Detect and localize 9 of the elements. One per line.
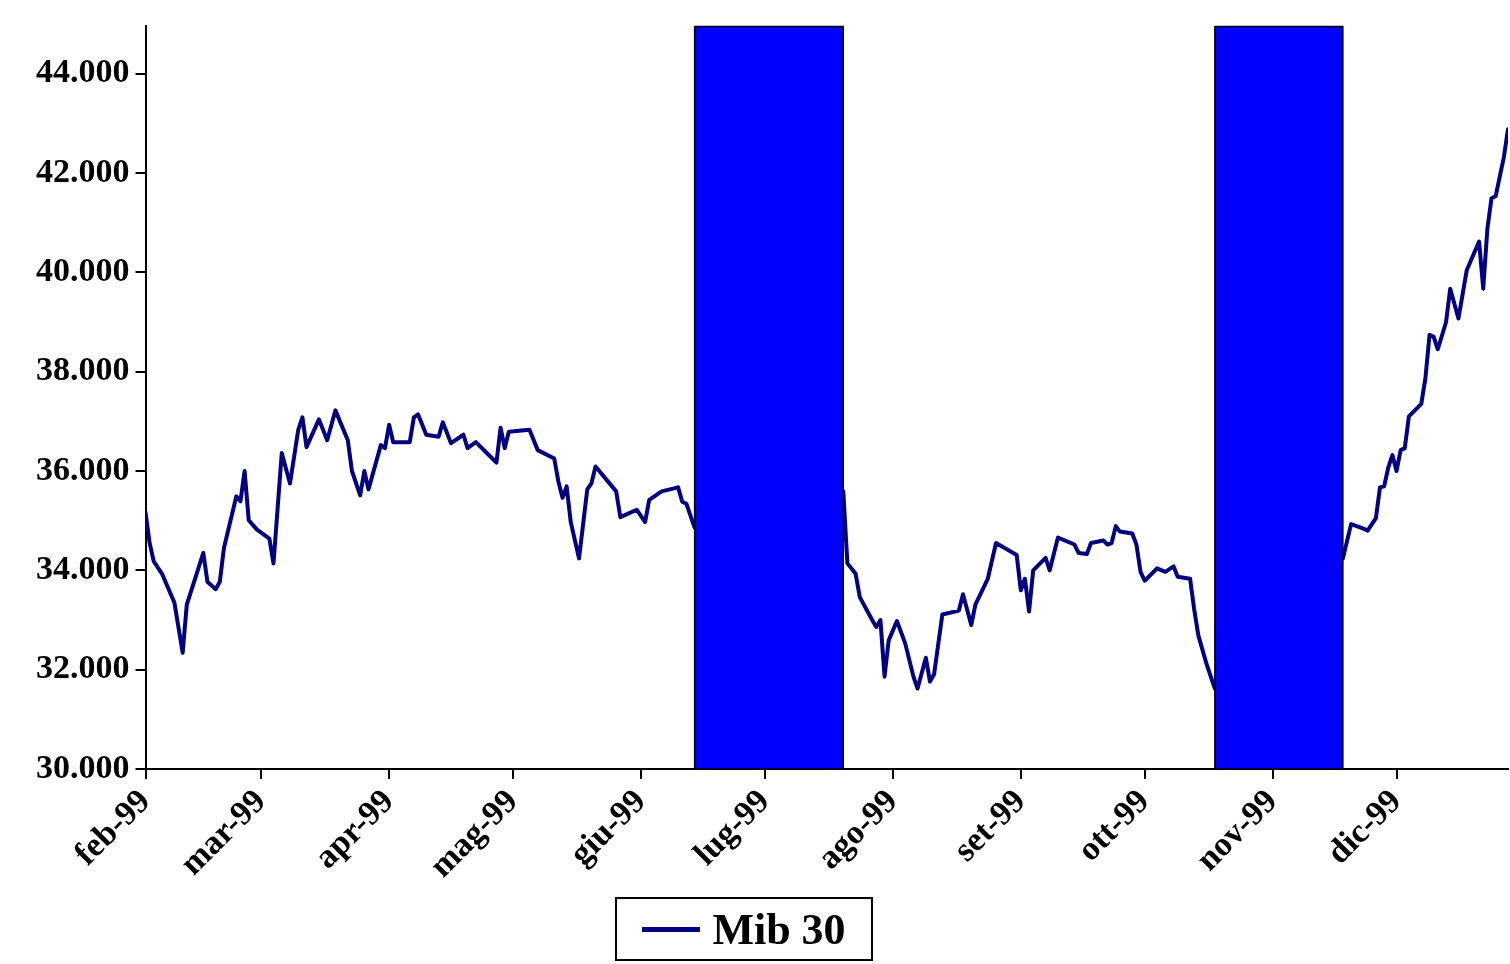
y-tick-label: 34.000 — [36, 549, 130, 587]
y-tick-label: 30.000 — [36, 747, 130, 785]
legend-label: Mib 30 — [712, 903, 846, 955]
y-tick-label: 40.000 — [36, 251, 130, 289]
y-tick-label: 32.000 — [36, 648, 130, 686]
y-tick-label: 42.000 — [36, 151, 130, 189]
y-tick-label: 38.000 — [36, 350, 130, 388]
y-tick-label: 36.000 — [36, 449, 130, 487]
y-tick-label: 44.000 — [36, 52, 130, 90]
